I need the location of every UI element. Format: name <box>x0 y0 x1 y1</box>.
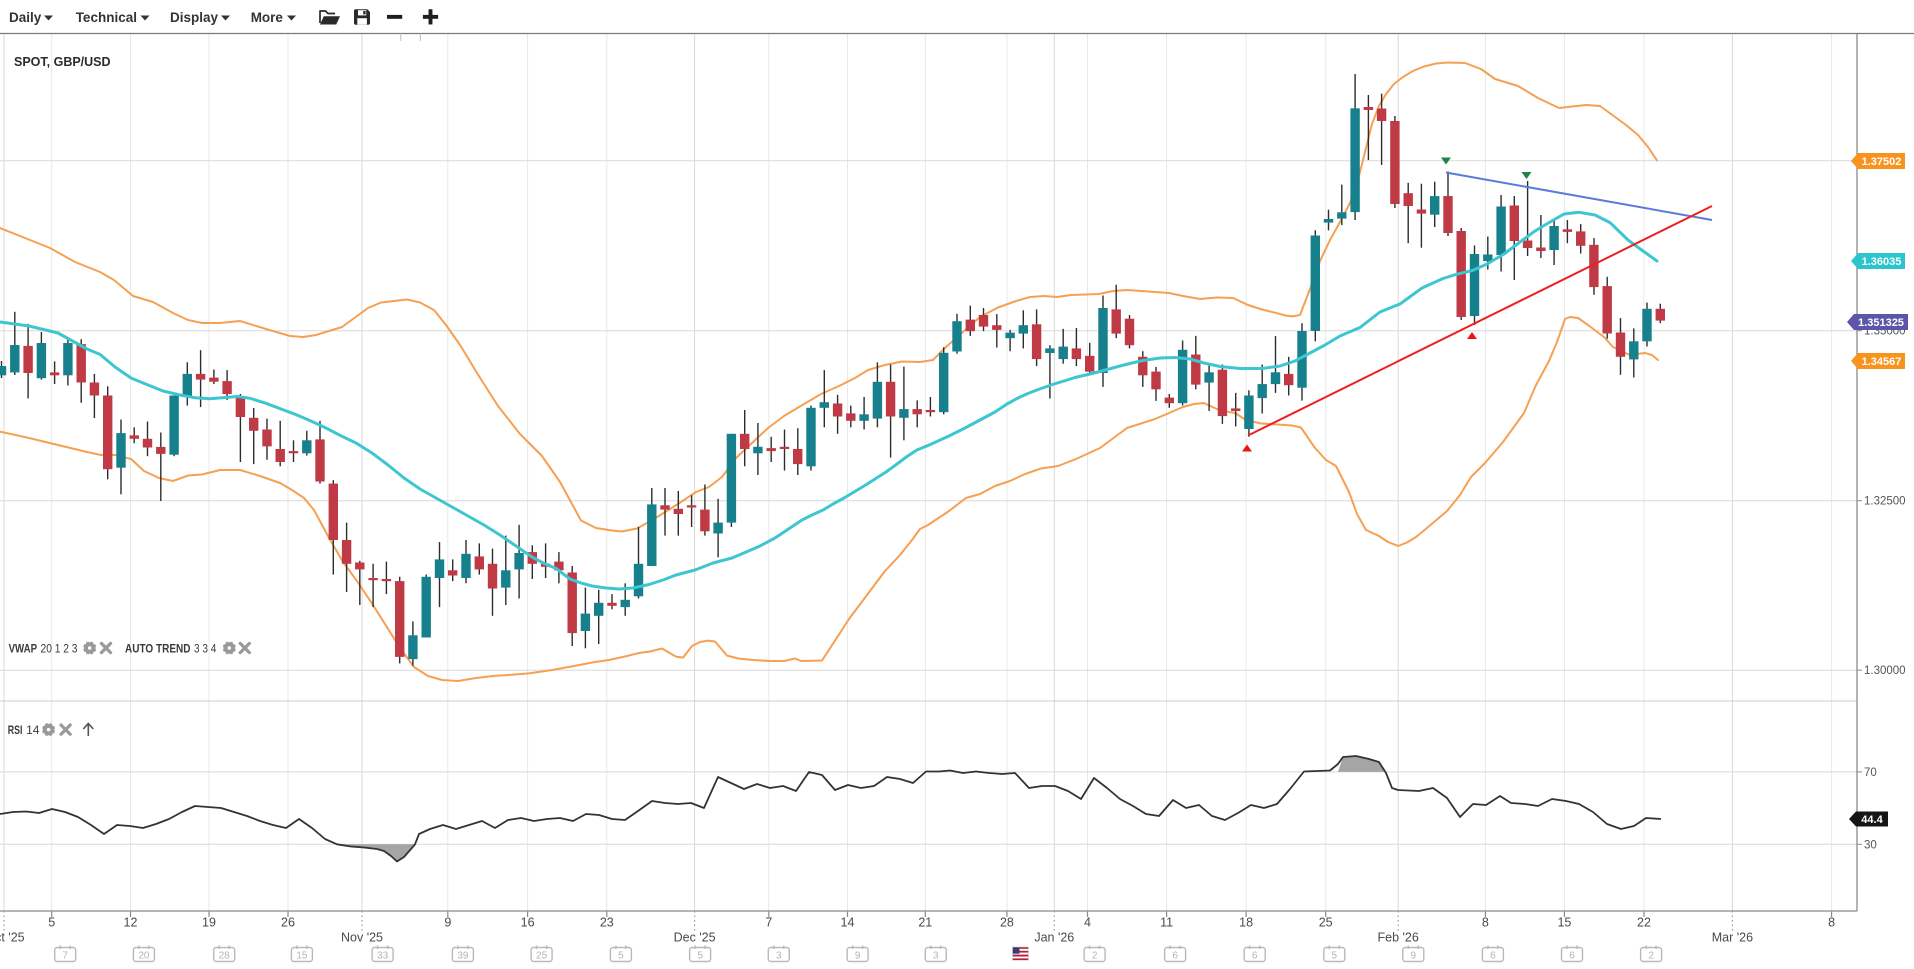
svg-text:5: 5 <box>697 951 703 962</box>
svg-text:25: 25 <box>536 951 548 962</box>
svg-text:2: 2 <box>1648 951 1654 962</box>
svg-text:9: 9 <box>1411 951 1417 962</box>
svg-text:1.34567: 1.34567 <box>1862 356 1902 368</box>
svg-text:15: 15 <box>1557 916 1571 930</box>
svg-text:RSI: RSI <box>8 723 23 737</box>
svg-text:1.36035: 1.36035 <box>1862 256 1902 268</box>
svg-text:9: 9 <box>444 916 451 930</box>
svg-text:18: 18 <box>1239 916 1253 930</box>
svg-text:Display: Display <box>170 10 219 25</box>
svg-text:1.30000: 1.30000 <box>1864 665 1906 677</box>
svg-text:Technical: Technical <box>76 10 137 25</box>
svg-text:14: 14 <box>841 916 855 930</box>
svg-text:AUTO TREND: AUTO TREND <box>125 642 191 656</box>
svg-text:6: 6 <box>1252 951 1258 962</box>
svg-text:Mar '26: Mar '26 <box>1712 931 1753 945</box>
svg-text:70: 70 <box>1864 767 1877 779</box>
svg-text:7: 7 <box>765 916 772 930</box>
svg-text:7: 7 <box>62 951 68 962</box>
svg-text:Oct '25: Oct '25 <box>0 931 25 945</box>
svg-text:2: 2 <box>1092 951 1098 962</box>
svg-text:9: 9 <box>855 951 861 962</box>
svg-text:1.37502: 1.37502 <box>1862 156 1902 168</box>
svg-text:20: 20 <box>138 951 150 962</box>
svg-text:SPOT, GBP/USD: SPOT, GBP/USD <box>14 55 111 69</box>
svg-text:5: 5 <box>618 951 624 962</box>
svg-text:19: 19 <box>202 916 216 930</box>
svg-text:33: 33 <box>377 951 389 962</box>
svg-text:26: 26 <box>281 916 295 930</box>
svg-text:1.32500: 1.32500 <box>1864 496 1906 508</box>
svg-text:22: 22 <box>1637 916 1651 930</box>
svg-text:8: 8 <box>1482 916 1489 930</box>
svg-text:5: 5 <box>1332 951 1338 962</box>
svg-text:Daily: Daily <box>9 10 42 25</box>
svg-text:3 3 4: 3 3 4 <box>194 642 217 656</box>
svg-text:Jan '26: Jan '26 <box>1034 931 1074 945</box>
svg-text:1.351325: 1.351325 <box>1858 317 1904 329</box>
svg-text:30: 30 <box>1864 840 1877 852</box>
svg-text:14: 14 <box>26 723 40 737</box>
svg-text:28: 28 <box>219 951 231 962</box>
svg-text:VWAP: VWAP <box>9 642 37 656</box>
svg-text:6: 6 <box>1172 951 1178 962</box>
svg-text:21: 21 <box>918 916 932 930</box>
svg-text:Feb '26: Feb '26 <box>1378 931 1419 945</box>
svg-text:11: 11 <box>1160 916 1173 930</box>
svg-text:44.4: 44.4 <box>1861 814 1883 826</box>
svg-text:3: 3 <box>776 951 782 962</box>
svg-text:More: More <box>251 10 284 25</box>
svg-text:28: 28 <box>1000 916 1014 930</box>
svg-text:5: 5 <box>48 916 55 930</box>
svg-text:4: 4 <box>1084 916 1091 930</box>
svg-text:20 1 2 3: 20 1 2 3 <box>41 642 78 656</box>
svg-text:8: 8 <box>1828 916 1835 930</box>
svg-text:16: 16 <box>521 916 535 930</box>
svg-text:12: 12 <box>124 916 138 930</box>
svg-text:39: 39 <box>457 951 469 962</box>
svg-text:15: 15 <box>296 951 308 962</box>
svg-text:23: 23 <box>600 916 614 930</box>
svg-text:Nov '25: Nov '25 <box>341 931 383 945</box>
svg-text:25: 25 <box>1319 916 1333 930</box>
svg-text:3: 3 <box>933 951 939 962</box>
svg-text:6: 6 <box>1490 951 1496 962</box>
svg-text:Dec '25: Dec '25 <box>674 931 716 945</box>
svg-text:6: 6 <box>1569 951 1575 962</box>
